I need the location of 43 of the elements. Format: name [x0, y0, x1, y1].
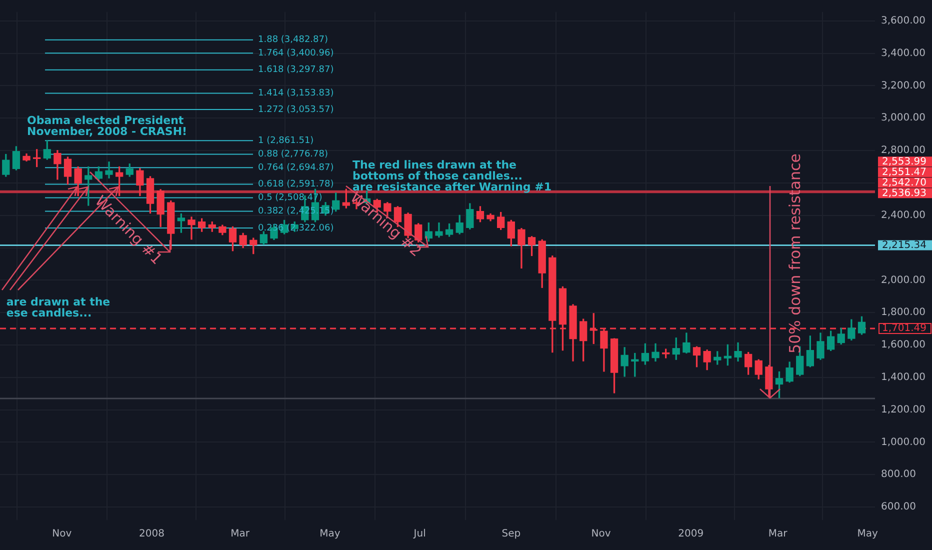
y-tick-label: 3,200.00	[881, 80, 926, 92]
x-tick-label: Sep	[502, 528, 521, 540]
x-tick-label: May	[857, 528, 878, 540]
annotation: The red lines drawn at the bottoms of those candles... are resistance after Warning #1	[352, 158, 552, 194]
annotation: 1,701.49	[882, 323, 927, 334]
y-tick-label: 800.00	[881, 469, 916, 480]
y-tick-label: 3,000.00	[881, 112, 926, 124]
annotation: 2,553.99	[882, 156, 927, 168]
ref-line-label: 1.88 (3,482.87)	[258, 35, 328, 46]
y-tick-label: 1,600.00	[881, 340, 926, 351]
y-tick-label: 1,000.00	[881, 436, 926, 448]
annotation: 2,215.34	[882, 240, 927, 251]
x-tick-label: 2008	[139, 528, 164, 540]
ref-line-label: 0.764 (2,694.87)	[258, 162, 334, 173]
x-tick-label: Jul	[412, 528, 426, 540]
x-tick-label: Nov	[591, 528, 611, 540]
ref-line-label: 1.272 (3,053.57)	[258, 104, 334, 115]
y-tick-label: 2,000.00	[881, 274, 926, 286]
y-tick-label: 3,400.00	[881, 48, 926, 59]
x-tick-label: Nov	[52, 528, 72, 540]
y-tick-label: 1,400.00	[881, 372, 926, 383]
y-tick-label: 2,800.00	[881, 145, 926, 156]
ref-line-label: 0.618 (2,591.78)	[258, 180, 334, 190]
ref-line-label: 1.764 (3,400.96)	[258, 48, 334, 59]
x-tick-label: May	[320, 528, 340, 540]
x-tick-label: 2009	[678, 528, 704, 540]
annotation: 50% down from resistance	[786, 154, 804, 354]
ref-line-label: 1 (2,861.51)	[258, 136, 314, 146]
y-tick-label: 1,800.00	[881, 307, 926, 318]
annotation: are drawn at the ese candles...	[6, 296, 110, 320]
x-tick-label: Mar	[768, 528, 788, 540]
ref-line-label: 0.88 (2,776.78)	[258, 150, 328, 160]
y-tick-label: 3,600.00	[881, 16, 926, 27]
ref-line-label: 1.618 (3,297.87)	[258, 65, 334, 76]
y-tick-label: 2,400.00	[881, 210, 926, 221]
annotation: Obama elected President November, 2008 - CRASH!	[27, 114, 188, 138]
y-tick-label: 1,200.00	[881, 404, 926, 416]
ref-line-label: 1.414 (3,153.83)	[258, 88, 334, 99]
x-tick-label: Mar	[230, 528, 250, 540]
annotation: 2,551.47	[882, 166, 927, 178]
annotation: 2,542.70	[882, 177, 927, 188]
annotation: 2,536.93	[882, 188, 927, 199]
y-tick-label: 600.00	[881, 502, 916, 513]
